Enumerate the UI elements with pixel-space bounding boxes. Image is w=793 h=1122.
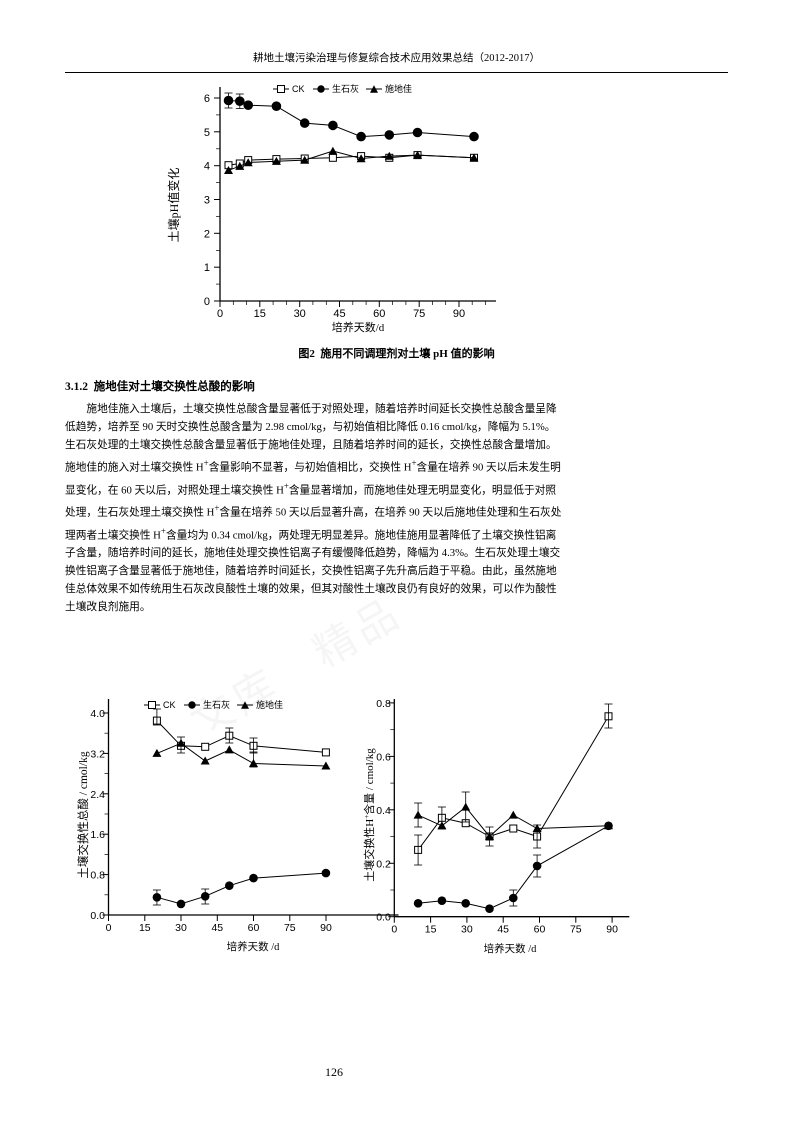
svg-text:4: 4 [204, 161, 210, 173]
svg-text:培养天数 /d: 培养天数 /d [484, 942, 538, 955]
svg-text:土壤交换性总酸 / cmol/kg: 土壤交换性总酸 / cmol/kg [76, 751, 90, 878]
svg-text:15: 15 [139, 922, 151, 934]
svg-text:45: 45 [211, 922, 223, 934]
svg-text:2.4: 2.4 [90, 789, 105, 801]
svg-text:0.6: 0.6 [376, 751, 391, 763]
svg-text:0.8: 0.8 [90, 870, 105, 882]
svg-text:5: 5 [204, 127, 210, 139]
svg-text:30: 30 [175, 922, 187, 934]
svg-text:培养天数 /d: 培养天数 /d [227, 940, 281, 953]
svg-text:4.0: 4.0 [90, 708, 105, 720]
svg-text:0: 0 [204, 296, 210, 308]
svg-text:0.8: 0.8 [376, 698, 391, 710]
svg-text:0.2: 0.2 [376, 858, 391, 870]
svg-text:75: 75 [284, 922, 296, 934]
svg-text:0.0: 0.0 [90, 910, 105, 922]
svg-text:0: 0 [106, 922, 112, 934]
svg-text:60: 60 [248, 922, 260, 934]
svg-text:生石灰: 生石灰 [332, 83, 359, 94]
svg-text:45: 45 [497, 924, 509, 936]
svg-text:CK: CK [292, 84, 305, 94]
svg-text:15: 15 [254, 308, 266, 320]
svg-text:施地佳: 施地佳 [256, 699, 283, 710]
svg-text:30: 30 [461, 924, 473, 936]
svg-text:施地佳: 施地佳 [385, 83, 412, 94]
svg-text:3: 3 [204, 195, 210, 207]
svg-text:0: 0 [391, 924, 397, 936]
svg-text:30: 30 [294, 308, 306, 320]
svg-text:90: 90 [606, 924, 618, 936]
svg-text:培养天数/d: 培养天数/d [332, 320, 385, 334]
svg-text:60: 60 [373, 308, 385, 320]
svg-text:3.2: 3.2 [90, 748, 105, 760]
svg-text:75: 75 [413, 308, 425, 320]
svg-text:90: 90 [320, 922, 332, 934]
svg-text:0.4: 0.4 [376, 805, 391, 817]
svg-text:1.6: 1.6 [90, 829, 105, 841]
svg-text:生石灰: 生石灰 [203, 699, 230, 710]
svg-text:45: 45 [333, 308, 345, 320]
svg-text:6: 6 [204, 93, 210, 105]
svg-text:60: 60 [534, 924, 546, 936]
svg-text:1: 1 [204, 262, 210, 274]
svg-text:0.0: 0.0 [376, 912, 391, 924]
svg-text:0: 0 [217, 308, 223, 320]
svg-text:2: 2 [204, 228, 210, 240]
svg-text:土壤交换性H+含量 / cmol/kg: 土壤交换性H+含量 / cmol/kg [362, 748, 376, 882]
svg-text:CK: CK [163, 700, 176, 710]
svg-text:75: 75 [570, 924, 582, 936]
svg-text:土壤pH值变化: 土壤pH值变化 [166, 168, 181, 243]
svg-text:90: 90 [453, 308, 465, 320]
svg-text:15: 15 [425, 924, 437, 936]
